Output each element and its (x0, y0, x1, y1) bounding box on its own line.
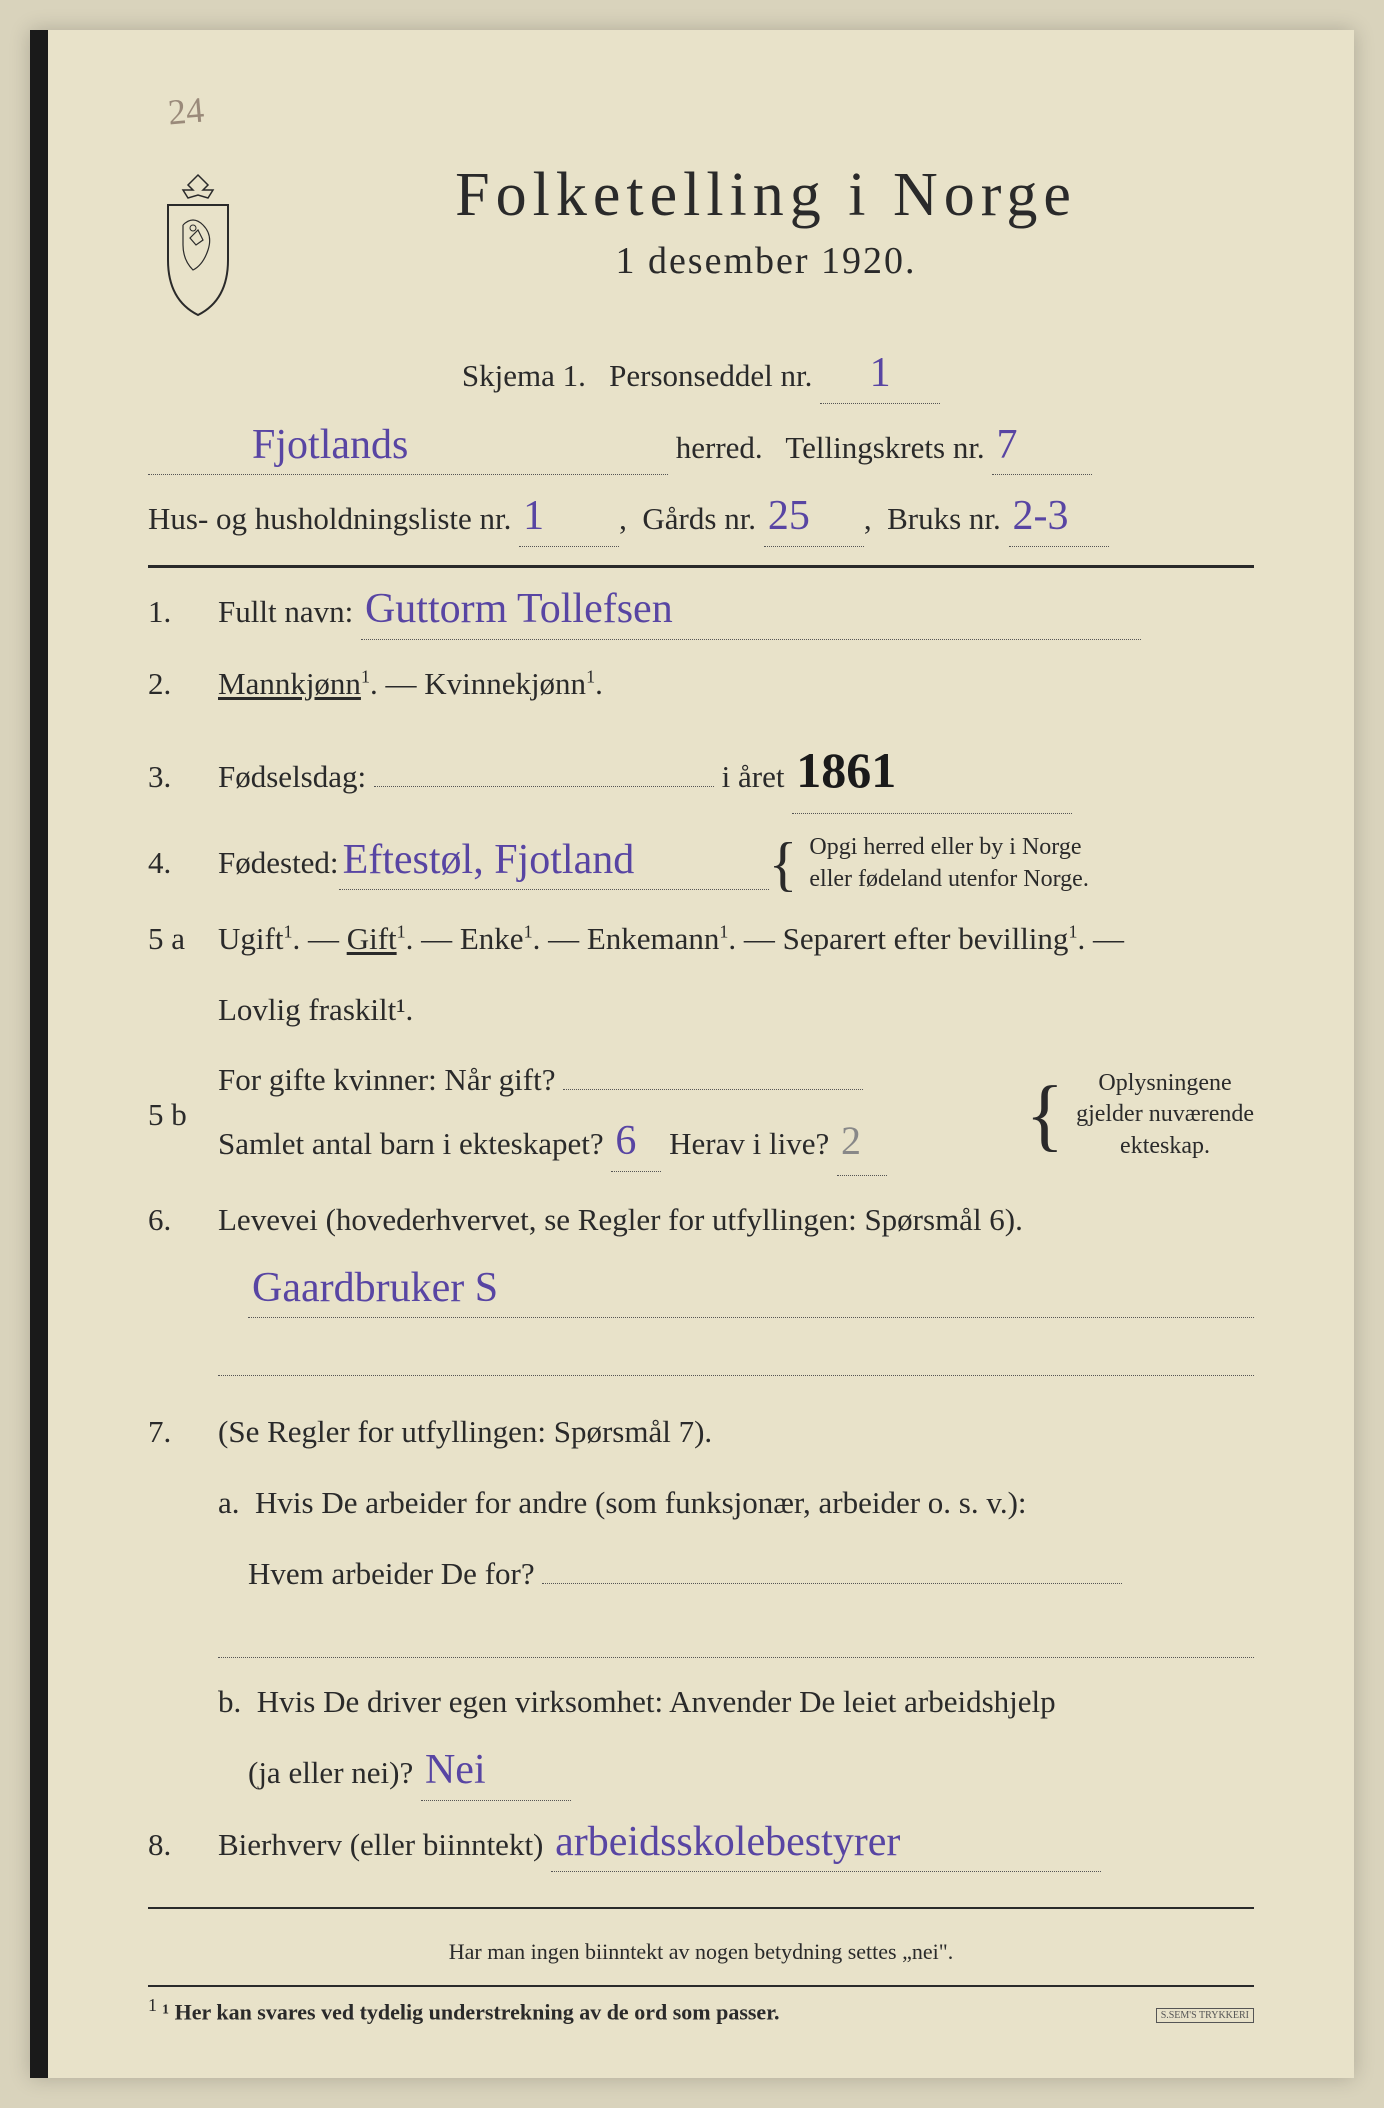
herred-value: Fjotlands (252, 429, 408, 463)
census-form: 24 Folketelling i Norge 1 desember 1920.… (30, 30, 1354, 2078)
q7a-row: a. Hvis De arbeider for andre (som funks… (148, 1477, 1254, 1530)
q5b-barn: 6 (615, 1125, 636, 1159)
q1-row: 1. Fullt navn: Guttorm Tollefsen (148, 586, 1254, 640)
q3-label: Fødselsdag: (218, 759, 366, 794)
q6-value: Gaardbruker S (252, 1272, 498, 1306)
q5b-row: 5 b For gifte kvinner: Når gift? Samlet … (148, 1054, 1254, 1176)
q6-value-row: Gaardbruker S (148, 1265, 1254, 1319)
gards-value: 25 (768, 500, 810, 534)
q2-row: 2. Mannkjønn1. — Kvinnekjønn1. (148, 658, 1254, 711)
blank-line (218, 1336, 1254, 1376)
pencil-note: 24 (166, 89, 206, 134)
q8-label: Bierhverv (eller biinntekt) (218, 1827, 543, 1862)
q5a-num: 5 a (148, 913, 198, 966)
q8-value: arbeidsskolebestyrer (555, 1826, 900, 1860)
q5a-row: 5 a Ugift1. — Gift1. — Enke1. — Enkemann… (148, 913, 1254, 966)
personseddel-value: 1 (870, 357, 891, 391)
blank-line (218, 1618, 1254, 1658)
brace-icon: { (769, 849, 798, 879)
title-block: Folketelling i Norge 1 desember 1920. (278, 160, 1254, 283)
q6-row: 6. Levevei (hovederhvervet, se Regler fo… (148, 1194, 1254, 1247)
tellingskrets-label: Tellingskrets nr. (785, 430, 984, 465)
q4-sidenote: Opgi herred eller by i Norge eller fødel… (809, 832, 1088, 894)
q7b-row: b. Hvis De driver egen virksomhet: Anven… (148, 1676, 1254, 1729)
bruks-value: 2-3 (1013, 500, 1069, 534)
coat-of-arms-icon (148, 170, 248, 320)
footnote: Har man ingen biinntekt av nogen betydni… (148, 1939, 1254, 1965)
q4-row: 4. Fødested: Eftestøl, Fjotland { Opgi h… (148, 832, 1254, 894)
main-title: Folketelling i Norge (278, 160, 1254, 231)
q7b-text1: Hvis De driver egen virksomhet: Anvender… (257, 1684, 1056, 1719)
personseddel-label: Personseddel nr. (609, 358, 812, 393)
q5b-line2a: Samlet antal barn i ekteskapet? (218, 1126, 604, 1161)
q4-value: Eftestøl, Fjotland (343, 844, 635, 878)
q3-year: 1861 (796, 742, 896, 798)
q5b-num: 5 b (148, 1089, 198, 1142)
q7a-text1: Hvis De arbeider for andre (som funksjon… (255, 1485, 1027, 1520)
form-id-row: Skjema 1. Personseddel nr. 1 (148, 350, 1254, 404)
q7b-value: Nei (425, 1754, 486, 1788)
q1-value: Guttorm Tollefsen (365, 593, 673, 627)
q7-row: 7. (Se Regler for utfyllingen: Spørsmål … (148, 1406, 1254, 1459)
q6-num: 6. (148, 1194, 198, 1247)
divider (148, 1907, 1254, 1909)
q3-row: 3. Fødselsdag: i året 1861 (148, 728, 1254, 814)
herred-label: herred. (676, 430, 763, 465)
q6-label: Levevei (hovederhvervet, se Regler for u… (218, 1202, 1023, 1237)
gards-label: Gårds nr. (642, 501, 756, 536)
skjema-label: Skjema 1. (462, 358, 586, 393)
printer-mark: S.SEM'S TRYKKERI (1156, 2008, 1254, 2023)
q8-row: 8. Bierhverv (eller biinntekt) arbeidssk… (148, 1819, 1254, 1873)
q7b-row2: (ja eller nei)? Nei (148, 1747, 1254, 1801)
q7-num: 7. (148, 1406, 198, 1459)
husliste-label: Hus- og husholdningsliste nr. (148, 501, 511, 536)
divider (148, 565, 1254, 568)
q2-mannkjonn: Mannkjønn (218, 666, 361, 701)
q8-num: 8. (148, 1819, 198, 1872)
q2-num: 2. (148, 658, 198, 711)
gards-row: Hus- og husholdningsliste nr. 1, Gårds n… (148, 493, 1254, 547)
q5b-line1: For gifte kvinner: Når gift? (218, 1062, 555, 1097)
q5b-sidenote: Oplysningene gjelder nuværende ekteskap. (1076, 1068, 1254, 1162)
q7a-row2: Hvem arbeider De for? (148, 1548, 1254, 1601)
q7b-text2: (ja eller nei)? (248, 1755, 413, 1790)
q5b-line2b: Herav i live? (669, 1126, 829, 1161)
herred-row: Fjotlands herred. Tellingskrets nr. 7 (148, 422, 1254, 476)
brace-icon: { (1026, 1095, 1064, 1135)
q4-label: Fødested: (218, 837, 339, 890)
footnote-bottom: 1 ¹ Her kan svares ved tydelig understre… (148, 1985, 1254, 2025)
q5a-row2: Lovlig fraskilt¹. (148, 984, 1254, 1037)
tellingskrets-value: 7 (996, 429, 1017, 463)
q2-kvinnekjonn: Kvinnekjønn (424, 666, 586, 701)
q1-label: Fullt navn: (218, 594, 353, 629)
subtitle: 1 desember 1920. (278, 239, 1254, 283)
q7-label: (Se Regler for utfyllingen: Spørsmål 7). (218, 1406, 1254, 1459)
q3-mid: i året (722, 759, 785, 794)
bruks-label: Bruks nr. (887, 501, 1001, 536)
husliste-value: 1 (523, 500, 544, 534)
header: Folketelling i Norge 1 desember 1920. (148, 160, 1254, 320)
q1-num: 1. (148, 586, 198, 639)
q7a-text2: Hvem arbeider De for? (248, 1556, 535, 1591)
q3-num: 3. (148, 751, 198, 804)
q4-num: 4. (148, 837, 198, 890)
q5b-live: 2 (841, 1118, 861, 1163)
